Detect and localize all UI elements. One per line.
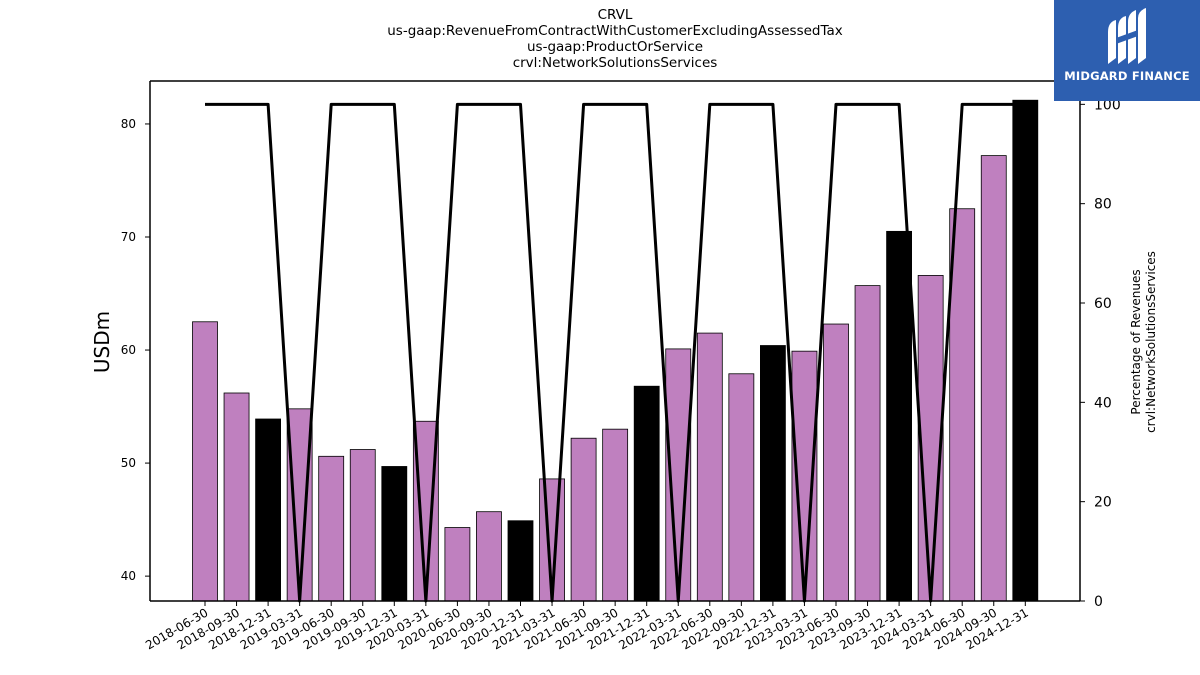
y-tick-label: 40 bbox=[121, 569, 136, 583]
y2-tick-label: 80 bbox=[1094, 197, 1112, 213]
bar-2022-12-31 bbox=[760, 345, 786, 602]
y-axis-ticks: 40 50 60 70 80 bbox=[121, 117, 150, 583]
bar-2024-12-31 bbox=[1012, 99, 1039, 602]
x-axis-ticks: 2018-06-302018-09-302018-12-312019-03-31… bbox=[143, 601, 1031, 652]
title-line-concept: us-gaap:RevenueFromContractWithCustomerE… bbox=[387, 23, 843, 39]
bar-2021-09-30 bbox=[602, 428, 629, 602]
bar-2019-12-31 bbox=[381, 466, 408, 602]
bar-2018-06-30 bbox=[192, 321, 218, 602]
y2-tick-label: 60 bbox=[1094, 296, 1112, 312]
y2-tick-label: 0 bbox=[1094, 594, 1103, 610]
y-axis-label: USDm bbox=[90, 311, 114, 373]
bar-2024-09-30 bbox=[980, 155, 1007, 602]
title-line-ticker: CRVL bbox=[597, 7, 633, 23]
bar-2020-09-30 bbox=[476, 511, 502, 602]
midgard-finance-logo: MIDGARD FINANCE bbox=[1054, 0, 1200, 101]
logo-text: MIDGARD FINANCE bbox=[1064, 69, 1190, 83]
y-tick-label: 70 bbox=[121, 230, 136, 244]
bar-2021-06-30 bbox=[570, 437, 597, 602]
y2-axis-label-line-1: Percentage of Revenues bbox=[1129, 269, 1143, 414]
bar-2023-09-30 bbox=[854, 285, 881, 602]
bar-2023-12-31 bbox=[886, 230, 912, 602]
percentage-line bbox=[205, 102, 1026, 603]
title-line-axis: us-gaap:ProductOrService bbox=[526, 39, 704, 55]
y-tick-label: 60 bbox=[121, 343, 136, 357]
bar-2019-09-30 bbox=[349, 449, 376, 602]
chart-title: CRVL us-gaap:RevenueFromContractWithCust… bbox=[150, 7, 1080, 71]
bar-2021-12-31 bbox=[633, 385, 660, 602]
bar-2018-12-31 bbox=[255, 418, 282, 602]
y2-tick-label: 20 bbox=[1094, 495, 1112, 511]
title-line-member: crvl:NetworkSolutionsServices bbox=[512, 55, 718, 71]
y2-tick-label: 100 bbox=[1094, 97, 1121, 113]
y2-tick-label: 40 bbox=[1094, 395, 1112, 411]
bar-2019-06-30 bbox=[318, 455, 345, 602]
bar-2022-06-30 bbox=[696, 332, 723, 602]
percentage-line-series bbox=[205, 102, 1026, 603]
bar-2024-06-30 bbox=[949, 208, 976, 602]
bar-2020-06-30 bbox=[444, 527, 471, 602]
bar-2020-12-31 bbox=[507, 520, 534, 602]
midgard-logo-icon bbox=[1108, 8, 1146, 64]
y2-axis-ticks: 0 20 40 60 80 100 bbox=[1080, 97, 1121, 610]
bar-2022-09-30 bbox=[728, 373, 755, 602]
y-tick-label: 50 bbox=[121, 456, 136, 470]
bar-2019-03-31 bbox=[286, 408, 313, 602]
bar-2023-06-30 bbox=[823, 323, 849, 602]
y2-axis-label-line-2: crvl:NetworkSolutionsServices bbox=[1144, 251, 1158, 433]
bar-2024-03-31 bbox=[917, 275, 944, 602]
bar-series bbox=[192, 99, 1039, 602]
y-tick-label: 80 bbox=[121, 117, 136, 131]
bar-2018-09-30 bbox=[223, 392, 250, 602]
